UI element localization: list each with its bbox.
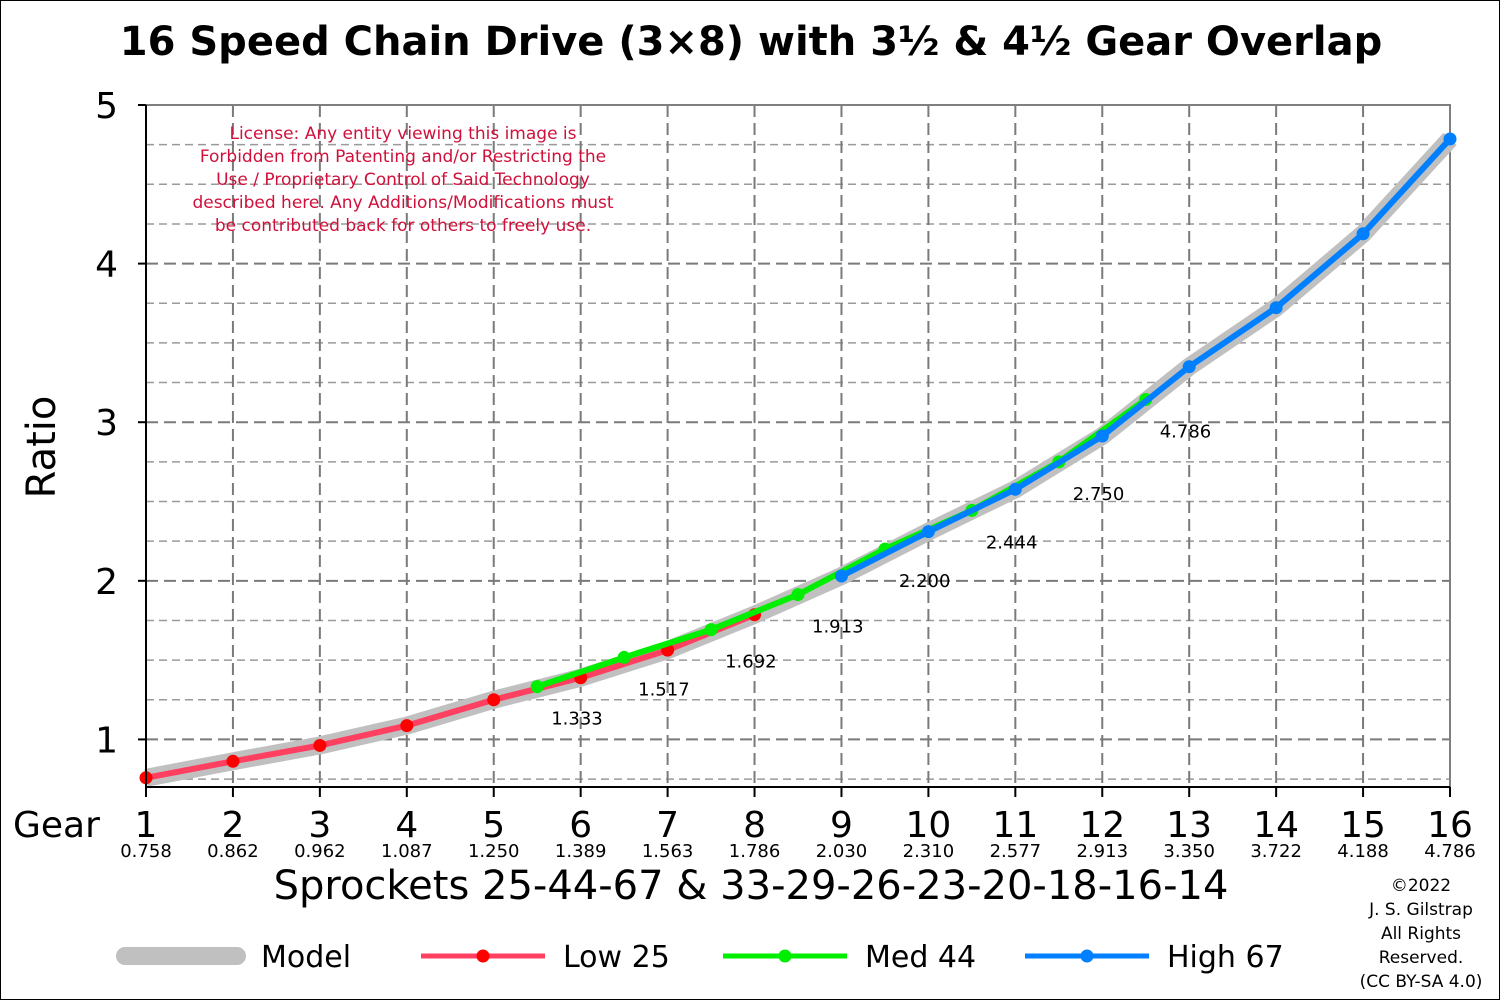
x-tick-ratio-label: 4.786 (1424, 841, 1476, 862)
x-tick-ratio-label: 1.087 (381, 841, 433, 862)
series-high-67-point (1269, 301, 1283, 315)
x-tick-ratio-label: 2.577 (990, 841, 1042, 862)
gear-axis-label: Gear (13, 805, 100, 846)
axes: 1234510.75820.86230.96241.08751.25061.38… (95, 86, 1476, 862)
data-label: 1.333 (551, 709, 603, 730)
x-tick-ratio-label: 2.913 (1077, 841, 1129, 862)
y-tick-label: 1 (95, 720, 118, 761)
series-med-44-point (530, 680, 544, 694)
data-label: 2.200 (899, 571, 951, 592)
x-tick-label: 13 (1166, 805, 1212, 846)
copyright-line: (CC BY-SA 4.0) (1360, 972, 1483, 992)
x-tick-ratio-label: 1.250 (468, 841, 520, 862)
x-tick-label: 9 (830, 805, 853, 846)
data-label: 1.517 (638, 679, 690, 700)
x-tick-ratio-label: 1.786 (729, 841, 781, 862)
annotations: 1.333 1.517 1.692 1.913 2.200 2.444 2.750 4.786 (551, 422, 1211, 730)
y-tick-label: 3 (95, 403, 118, 444)
x-tick-ratio-label: 4.188 (1337, 841, 1389, 862)
license-line: Forbidden from Patenting and/or Restrict… (200, 147, 606, 167)
x-tick-label: 1 (135, 805, 158, 846)
x-tick-label: 10 (905, 805, 951, 846)
license-note: License: Any entity viewing this image i… (192, 124, 613, 236)
license-line: License: Any entity viewing this image i… (229, 124, 576, 144)
chart-title: 16 Speed Chain Drive (3×8) with 3½ & 4½ … (120, 19, 1382, 65)
data-label: 1.692 (725, 652, 777, 673)
x-tick-label: 4 (395, 805, 418, 846)
x-tick-ratio-label: 0.962 (294, 841, 346, 862)
series-low-25-point (400, 719, 414, 733)
x-tick-ratio-label: 1.563 (642, 841, 694, 862)
legend: Model Low 25 Med 44 High 67 (116, 940, 1284, 975)
series-high-67-point (1443, 132, 1457, 146)
data-label: 4.786 (1160, 422, 1212, 443)
copyright-line: ©2022 (1391, 876, 1451, 896)
series-high-67-point (1008, 482, 1022, 496)
series-med-44-point (791, 588, 805, 602)
x-tick-label: 7 (656, 805, 679, 846)
data-label: 2.444 (986, 532, 1038, 553)
x-tick-label: 3 (308, 805, 331, 846)
x-tick-label: 6 (569, 805, 592, 846)
series-low-25-point (487, 693, 501, 707)
series-layer (139, 132, 1457, 787)
legend-label: Model (261, 940, 351, 975)
series-low-25-point (313, 738, 327, 752)
x-tick-label: 16 (1427, 805, 1473, 846)
copyright-note: ©2022 J. S. Gilstrap All Rights Reserved. (C… (1360, 876, 1483, 992)
x-tick-ratio-label: 2.030 (816, 841, 868, 862)
x-tick-ratio-label: 3.350 (1163, 841, 1215, 862)
copyright-line: J. S. Gilstrap (1368, 900, 1473, 920)
legend-label: Low 25 (563, 940, 670, 975)
y-tick-label: 4 (95, 245, 118, 286)
series-high-67-point (921, 525, 935, 539)
x-tick-label: 5 (482, 805, 505, 846)
license-line: be contributed back for others to freely… (215, 216, 591, 236)
y-axis-label: Ratio (19, 396, 65, 499)
x-tick-label: 8 (743, 805, 766, 846)
series-high-67-point (1356, 227, 1370, 241)
y-tick-label: 2 (95, 562, 118, 603)
license-line: described here. Any Additions/Modificati… (192, 193, 613, 213)
x-tick-ratio-label: 0.862 (207, 841, 259, 862)
data-label: 1.913 (812, 617, 864, 638)
copyright-line: All Rights (1381, 924, 1461, 944)
series-high-67-point (1095, 429, 1109, 443)
x-tick-label: 14 (1253, 805, 1299, 846)
legend-label: Med 44 (865, 940, 976, 975)
x-tick-ratio-label: 1.389 (555, 841, 607, 862)
series-low-25-point (226, 754, 240, 768)
x-tick-ratio-label: 3.722 (1250, 841, 1302, 862)
series-med-44-point (617, 650, 631, 664)
x-tick-label: 15 (1340, 805, 1386, 846)
license-line: Use / Proprietary Control of Said Techno… (216, 170, 590, 190)
series-high-67-point (1182, 360, 1196, 374)
series-low-25-line (145, 611, 756, 781)
series-high-67-point (834, 569, 848, 583)
y-tick-label: 5 (95, 86, 118, 127)
x-tick-ratio-label: 0.758 (120, 841, 172, 862)
copyright-line: Reserved. (1379, 948, 1464, 968)
legend-swatch-marker (778, 949, 792, 963)
series-med-44-point (704, 623, 718, 637)
series-high-67-line (840, 136, 1453, 579)
data-label: 2.750 (1073, 484, 1125, 505)
x-tick-label: 12 (1079, 805, 1125, 846)
legend-label: High 67 (1167, 940, 1284, 975)
x-tick-label: 11 (992, 805, 1038, 846)
x-tick-label: 2 (221, 805, 244, 846)
legend-swatch-marker (476, 949, 490, 963)
x-tick-ratio-label: 2.310 (903, 841, 955, 862)
legend-swatch-marker (1080, 949, 1094, 963)
x-axis-label: Sprockets 25-44-67 & 33-29-26-23-20-18-1… (274, 863, 1229, 909)
